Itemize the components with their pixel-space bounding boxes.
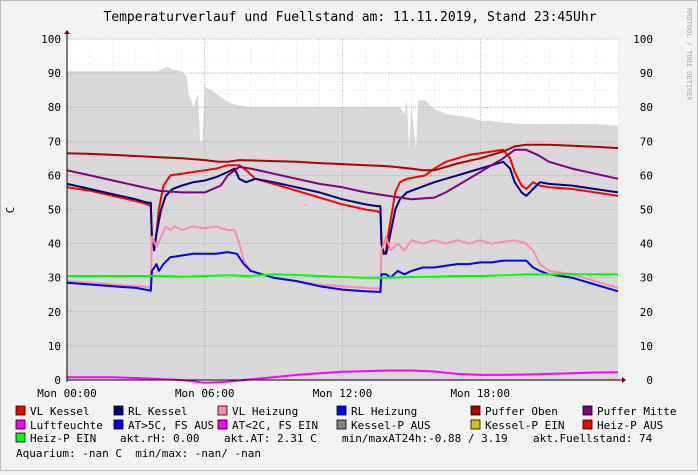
legend-label: Kessel-P AUS [351,419,430,432]
y-tick-label-left: 80 [48,101,61,114]
series-line-heiz-p-ein [67,273,618,279]
legend-label: Luftfeuchte [30,419,103,432]
stat-rh: akt.rH: 0.00 [120,432,199,445]
y-tick-label-right: 100 [633,33,653,46]
y-tick-label-right: 90 [640,67,653,80]
legend-swatch [470,405,481,416]
aquarium-line: Aquarium: -nan C min/max: -nan/ -nan [16,447,261,460]
y-axis-label: C [4,207,17,214]
legend-layer: VL Kessel RL Kessel VL Heizung RL Heizung Pu… [15,405,676,445]
legend-swatch [15,432,26,443]
legend-label: Heiz-P AUS [597,419,663,432]
y-tick-label-right: 50 [640,204,653,217]
series-line-rl-heizung [66,251,619,293]
legend-swatch [470,419,481,430]
y-tick-label-right: 30 [640,272,653,285]
x-tick-label: Mon 00:00 [37,387,97,400]
series-line-puffer-mitte [66,148,619,201]
y-tick-label-left: 100 [41,33,61,46]
stat-fuellstand: akt.Fuellstand: 74 [533,432,653,445]
y-tick-label-right: 70 [640,135,653,148]
legend-swatch [336,419,347,430]
tick-label-layer: 0 0 10 10 20 20 30 30 40 40 50 50 60 60 70 70 80 80 90 90 10… [37,33,653,400]
y-tick-label-right: 0 [646,374,653,387]
y-tick-label-left: 60 [48,169,61,182]
legend-label: VL Heizung [232,405,298,418]
legend-swatch [217,405,228,416]
y-tick-label-right: 10 [640,340,653,353]
x-tick-label: Mon 06:00 [175,387,235,400]
y-tick-label-left: 0 [54,374,61,387]
y-tick-label-right: 80 [640,101,653,114]
legend-label: AT>5C, FS AUS [128,419,214,432]
y-tick-label-left: 50 [48,204,61,217]
legend-swatch [15,405,26,416]
legend-label: RL Kessel [128,405,188,418]
x-tick-label: Mon 12:00 [313,387,373,400]
legend-swatch [336,405,347,416]
chart-title: Temperaturverlauf und Fuellstand am: 11.… [103,10,596,25]
y-tick-label-left: 10 [48,340,61,353]
y-tick-label-left: 40 [48,238,61,251]
y-tick-label-left: 20 [48,306,61,319]
stat-at: akt.AT: 2.31 C [224,432,317,445]
legend-swatch [113,405,124,416]
stat-minmax: min/maxAT24h:-0.88 / 3.19 [342,432,508,445]
legend-swatch [582,405,593,416]
watermark: RRDTOOL / TOBI OETIKER [685,8,693,102]
y-tick-label-left: 90 [48,67,61,80]
legend-label: Puffer Oben [485,405,558,418]
legend-label: Kessel-P EIN [485,419,564,432]
y-tick-label-right: 20 [640,306,653,319]
x-axis-arrow [622,377,626,383]
legend-swatch [582,419,593,430]
y-tick-label-right: 40 [640,238,653,251]
legend-label: Heiz-P EIN [30,432,96,445]
series-layer [66,143,619,384]
legend-label: RL Heizung [351,405,417,418]
legend-label: VL Kessel [30,405,90,418]
legend-label: AT<2C, FS EIN [232,419,318,432]
legend-swatch [217,419,228,430]
legend-swatch [15,419,26,430]
series-line-vl-heizung [66,225,619,290]
y-tick-label-left: 70 [48,135,61,148]
y-tick-label-left: 30 [48,272,61,285]
series-line-luftfeuchte [67,369,619,384]
series-line-puffer-oben [66,143,619,172]
x-tick-label: Mon 18:00 [450,387,510,400]
legend-swatch [113,419,124,430]
series-line-rl-kessel [66,160,619,255]
legend-label: Puffer Mitte [597,405,676,418]
axis-layer [64,30,626,383]
y-tick-label-right: 60 [640,169,653,182]
y-axis-arrow [64,30,70,34]
